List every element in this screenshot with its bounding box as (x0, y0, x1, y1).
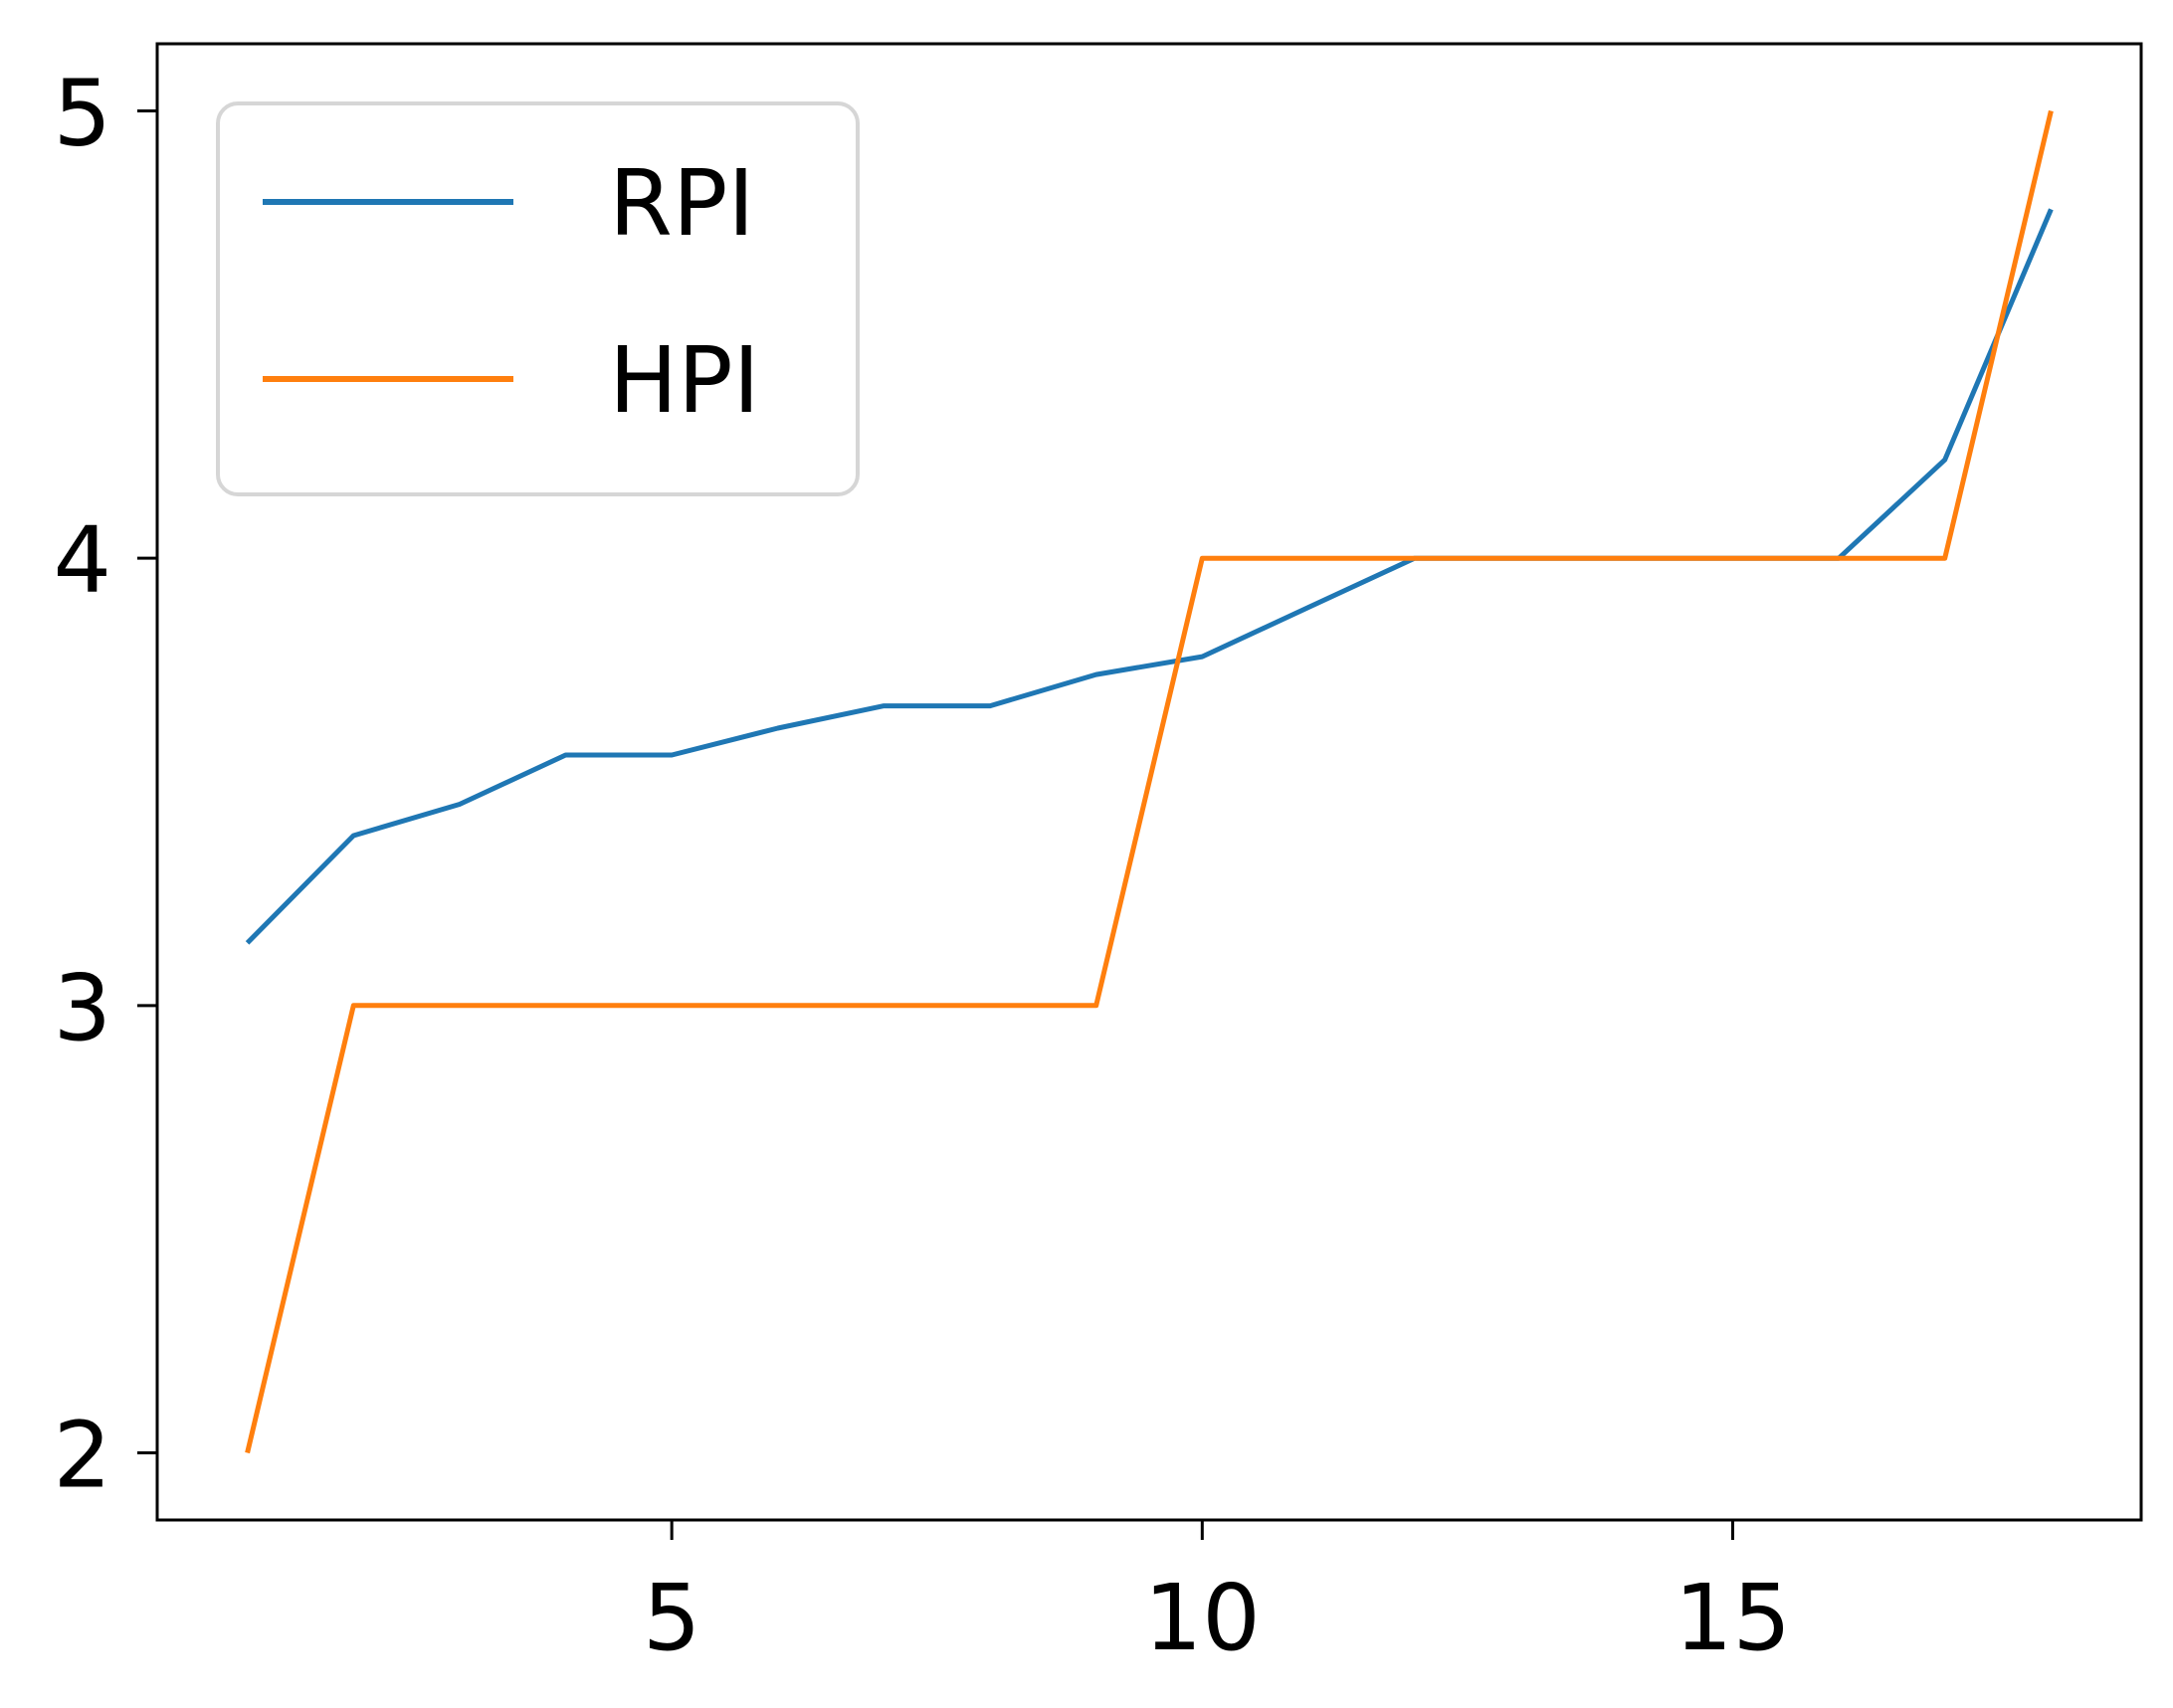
x-tick-label: 10 (1144, 1565, 1261, 1671)
plot-frame (155, 42, 2143, 1522)
tick-layer: 5 10 15 2 3 4 5 (53, 60, 1791, 1671)
series-layer (245, 109, 2054, 1454)
y-tick-label: 3 (53, 955, 111, 1061)
x-tick-label: 5 (643, 1565, 701, 1671)
legend-label-rpi: RPI (609, 150, 755, 257)
x-tick-label: 15 (1675, 1565, 1791, 1671)
legend-box (216, 101, 860, 496)
legend: RPI HPI (216, 101, 860, 496)
y-tick-label: 4 (53, 507, 111, 614)
y-tick-label: 5 (53, 60, 111, 166)
legend-label-hpi: HPI (609, 327, 760, 434)
y-tick-label: 2 (53, 1403, 111, 1509)
series-line-hpi (245, 109, 2054, 1454)
